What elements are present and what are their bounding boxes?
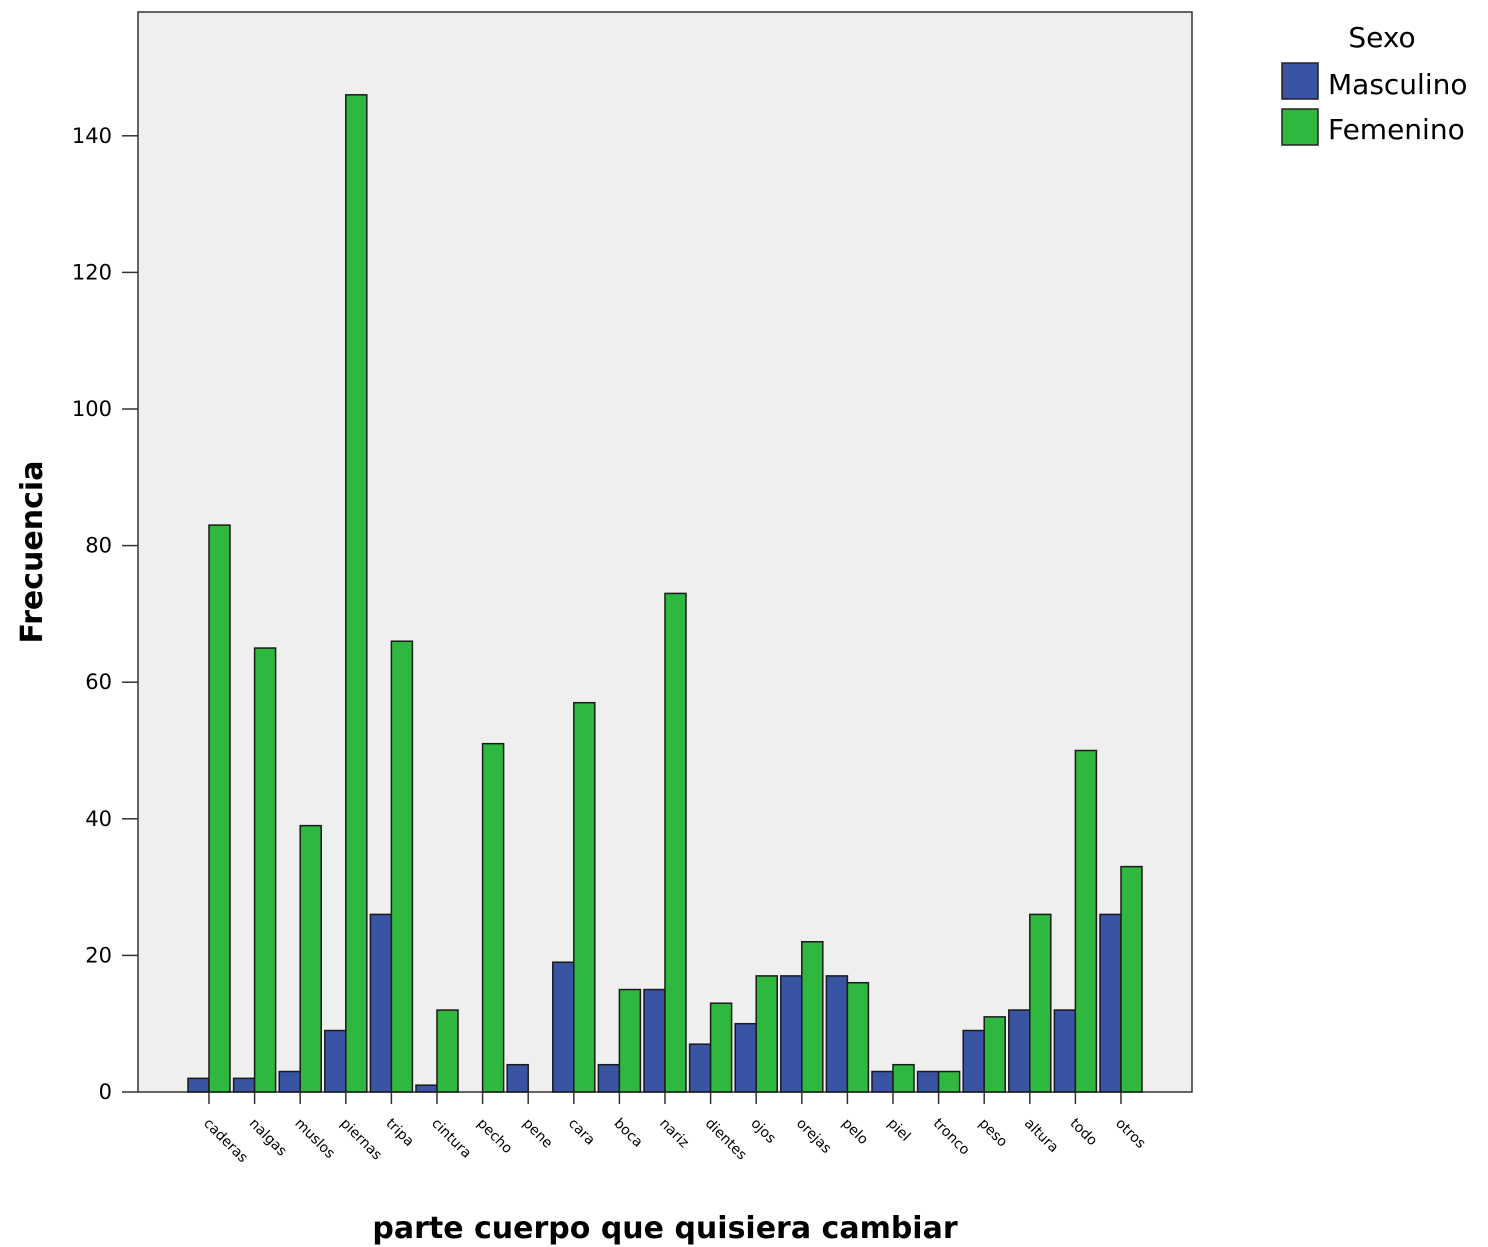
- bar-femenino-ojos: [755, 975, 778, 1093]
- bar-masculino-nalgas: [232, 1077, 256, 1093]
- x-tick-label-piel: piel: [884, 1116, 913, 1145]
- legend-title: Sexo: [1348, 21, 1415, 54]
- bar-femenino-nariz: [664, 592, 687, 1093]
- bar-femenino-tronco: [937, 1070, 961, 1093]
- bar-femenino-nalgas: [253, 647, 277, 1093]
- bar-femenino-piernas: [345, 94, 368, 1093]
- bar-masculino-tripa: [369, 913, 393, 1093]
- bar-femenino-pelo: [846, 981, 870, 1093]
- x-tick-label-pelo: pelo: [839, 1116, 872, 1149]
- legend: Sexo Masculino Femenino: [1281, 21, 1467, 146]
- y-tick-label-60: 60: [85, 670, 112, 694]
- legend-swatch-masculino: [1281, 62, 1319, 100]
- bar-masculino-muslos: [278, 1070, 301, 1093]
- x-tick-label-nariz: nariz: [656, 1116, 692, 1152]
- bar-femenino-tripa: [390, 640, 414, 1093]
- x-tick-label-orejas: orejas: [793, 1116, 834, 1157]
- x-tick-label-ojos: ojos: [747, 1116, 778, 1147]
- bar-masculino-caderas: [187, 1077, 210, 1093]
- y-tick-label-40: 40: [85, 807, 112, 831]
- bar-femenino-orejas: [801, 940, 824, 1093]
- x-tick-label-peso: peso: [975, 1116, 1010, 1151]
- bar-masculino-peso: [962, 1029, 985, 1093]
- bar-femenino-pecho: [481, 742, 505, 1093]
- x-tick-label-muslos: muslos: [291, 1116, 337, 1162]
- bar-masculino-todo: [1053, 1009, 1077, 1093]
- bar-femenino-otros: [1120, 865, 1143, 1093]
- x-tick-label-nalgas: nalgas: [246, 1116, 290, 1160]
- x-tick-label-dientes: dientes: [702, 1116, 750, 1164]
- bar-masculino-otros: [1099, 913, 1122, 1093]
- bar-femenino-peso: [983, 1016, 1006, 1093]
- bar-masculino-pelo: [825, 975, 849, 1093]
- y-tick-label-140: 140: [72, 124, 112, 148]
- legend-swatch-femenino: [1281, 108, 1319, 146]
- bar-masculino-piel: [871, 1070, 894, 1093]
- bar-femenino-todo: [1074, 749, 1098, 1093]
- bar-masculino-boca: [597, 1063, 621, 1093]
- x-tick-label-piernas: piernas: [337, 1116, 385, 1164]
- bar-femenino-dientes: [709, 1002, 733, 1093]
- bar-femenino-boca: [618, 988, 642, 1093]
- x-tick-label-pene: pene: [519, 1116, 555, 1152]
- x-tick-label-otros: otros: [1112, 1116, 1148, 1152]
- bar-masculino-ojos: [734, 1022, 757, 1093]
- bar-masculino-nariz: [643, 988, 666, 1093]
- x-tick-label-todo: todo: [1067, 1116, 1101, 1150]
- x-tick-label-tripa: tripa: [383, 1116, 417, 1150]
- x-tick-label-caderas: caderas: [200, 1116, 250, 1166]
- bar-masculino-piernas: [324, 1029, 347, 1093]
- y-tick-label-20: 20: [85, 943, 112, 967]
- y-tick-label-120: 120: [72, 260, 112, 284]
- y-axis-title: Frecuencia: [15, 461, 50, 644]
- bar-masculino-altura: [1008, 1009, 1031, 1093]
- y-axis: 0 20 40 60 80 100 120 140: [72, 124, 138, 1104]
- legend-label-masculino: Masculino: [1328, 68, 1467, 101]
- bars-group: [187, 94, 1143, 1093]
- legend-label-femenino: Femenino: [1328, 113, 1465, 146]
- bar-masculino-dientes: [688, 1043, 712, 1093]
- bar-masculino-orejas: [780, 975, 803, 1093]
- x-tick-label-boca: boca: [611, 1116, 646, 1151]
- y-tick-label-0: 0: [99, 1080, 112, 1104]
- x-tick-label-altura: altura: [1021, 1116, 1061, 1156]
- bar-masculino-tronco: [916, 1070, 940, 1093]
- bar-femenino-caderas: [208, 524, 231, 1093]
- bar-femenino-piel: [892, 1063, 915, 1093]
- x-tick-label-tronco: tronco: [930, 1116, 973, 1159]
- bar-femenino-cara: [573, 701, 596, 1093]
- bar-femenino-cintura: [436, 1009, 459, 1093]
- bar-femenino-altura: [1029, 913, 1052, 1093]
- bar-masculino-cintura: [415, 1084, 438, 1093]
- x-axis-title: parte cuerpo que quisiera cambiar: [372, 1211, 957, 1246]
- bar-masculino-cara: [552, 961, 575, 1093]
- y-tick-label-80: 80: [85, 534, 112, 558]
- bar-femenino-muslos: [299, 824, 322, 1093]
- bar-masculino-pene: [506, 1063, 529, 1093]
- x-tick-label-pecho: pecho: [474, 1116, 515, 1157]
- x-tick-label-cara: cara: [565, 1116, 598, 1149]
- y-tick-label-100: 100: [72, 397, 112, 421]
- x-tick-label-cintura: cintura: [428, 1116, 474, 1162]
